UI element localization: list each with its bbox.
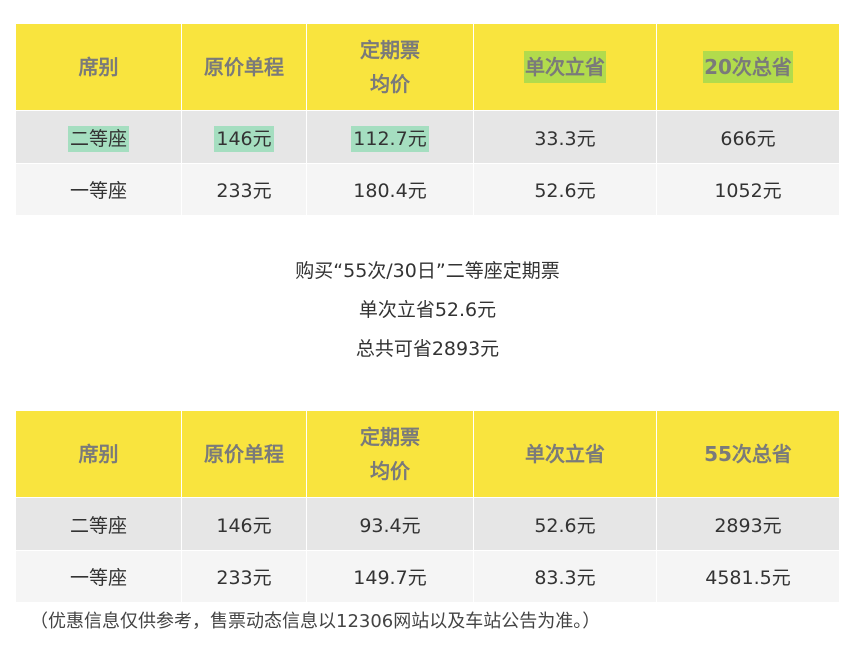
table-row: 一等座 233元 149.7元 83.3元 4581.5元: [15, 550, 840, 603]
table-header-row: 席别 原价单程 定期票 均价 单次立省 20次总省: [15, 23, 840, 111]
summary-text: 购买“55次/30日”二等座定期票 单次立省52.6元 总共可省2893元: [295, 260, 560, 360]
header-original-price: 原价单程: [181, 410, 307, 498]
footnote: （优惠信息仅供参考，售票动态信息以12306网站以及车站公告为准。）: [30, 611, 601, 632]
header-seat: 席别: [15, 23, 182, 111]
header-seat: 席别: [15, 410, 182, 498]
table-header-row: 席别 原价单程 定期票 均价 单次立省 55次总省: [15, 410, 840, 498]
header-total-save: 20次总省: [656, 23, 840, 111]
table-row: 一等座 233元 180.4元 52.6元 1052元: [15, 163, 840, 216]
table-row: 二等座 146元 93.4元 52.6元 2893元: [15, 497, 840, 551]
header-total-save: 55次总省: [656, 410, 840, 498]
header-single-save: 单次立省: [473, 410, 657, 498]
header-single-save: 单次立省: [473, 23, 657, 111]
header-pass-avg: 定期票 均价: [306, 410, 474, 498]
price-table-20: 席别 原价单程 定期票 均价 单次立省 20次总省 二等座 146元 112.7元…: [15, 23, 840, 216]
table-row: 二等座 146元 112.7元 33.3元 666元: [15, 110, 840, 164]
price-table-55: 席别 原价单程 定期票 均价 单次立省 55次总省 二等座 146元 93.4元 …: [15, 410, 840, 603]
header-pass-avg: 定期票 均价: [306, 23, 474, 111]
header-original-price: 原价单程: [181, 23, 307, 111]
